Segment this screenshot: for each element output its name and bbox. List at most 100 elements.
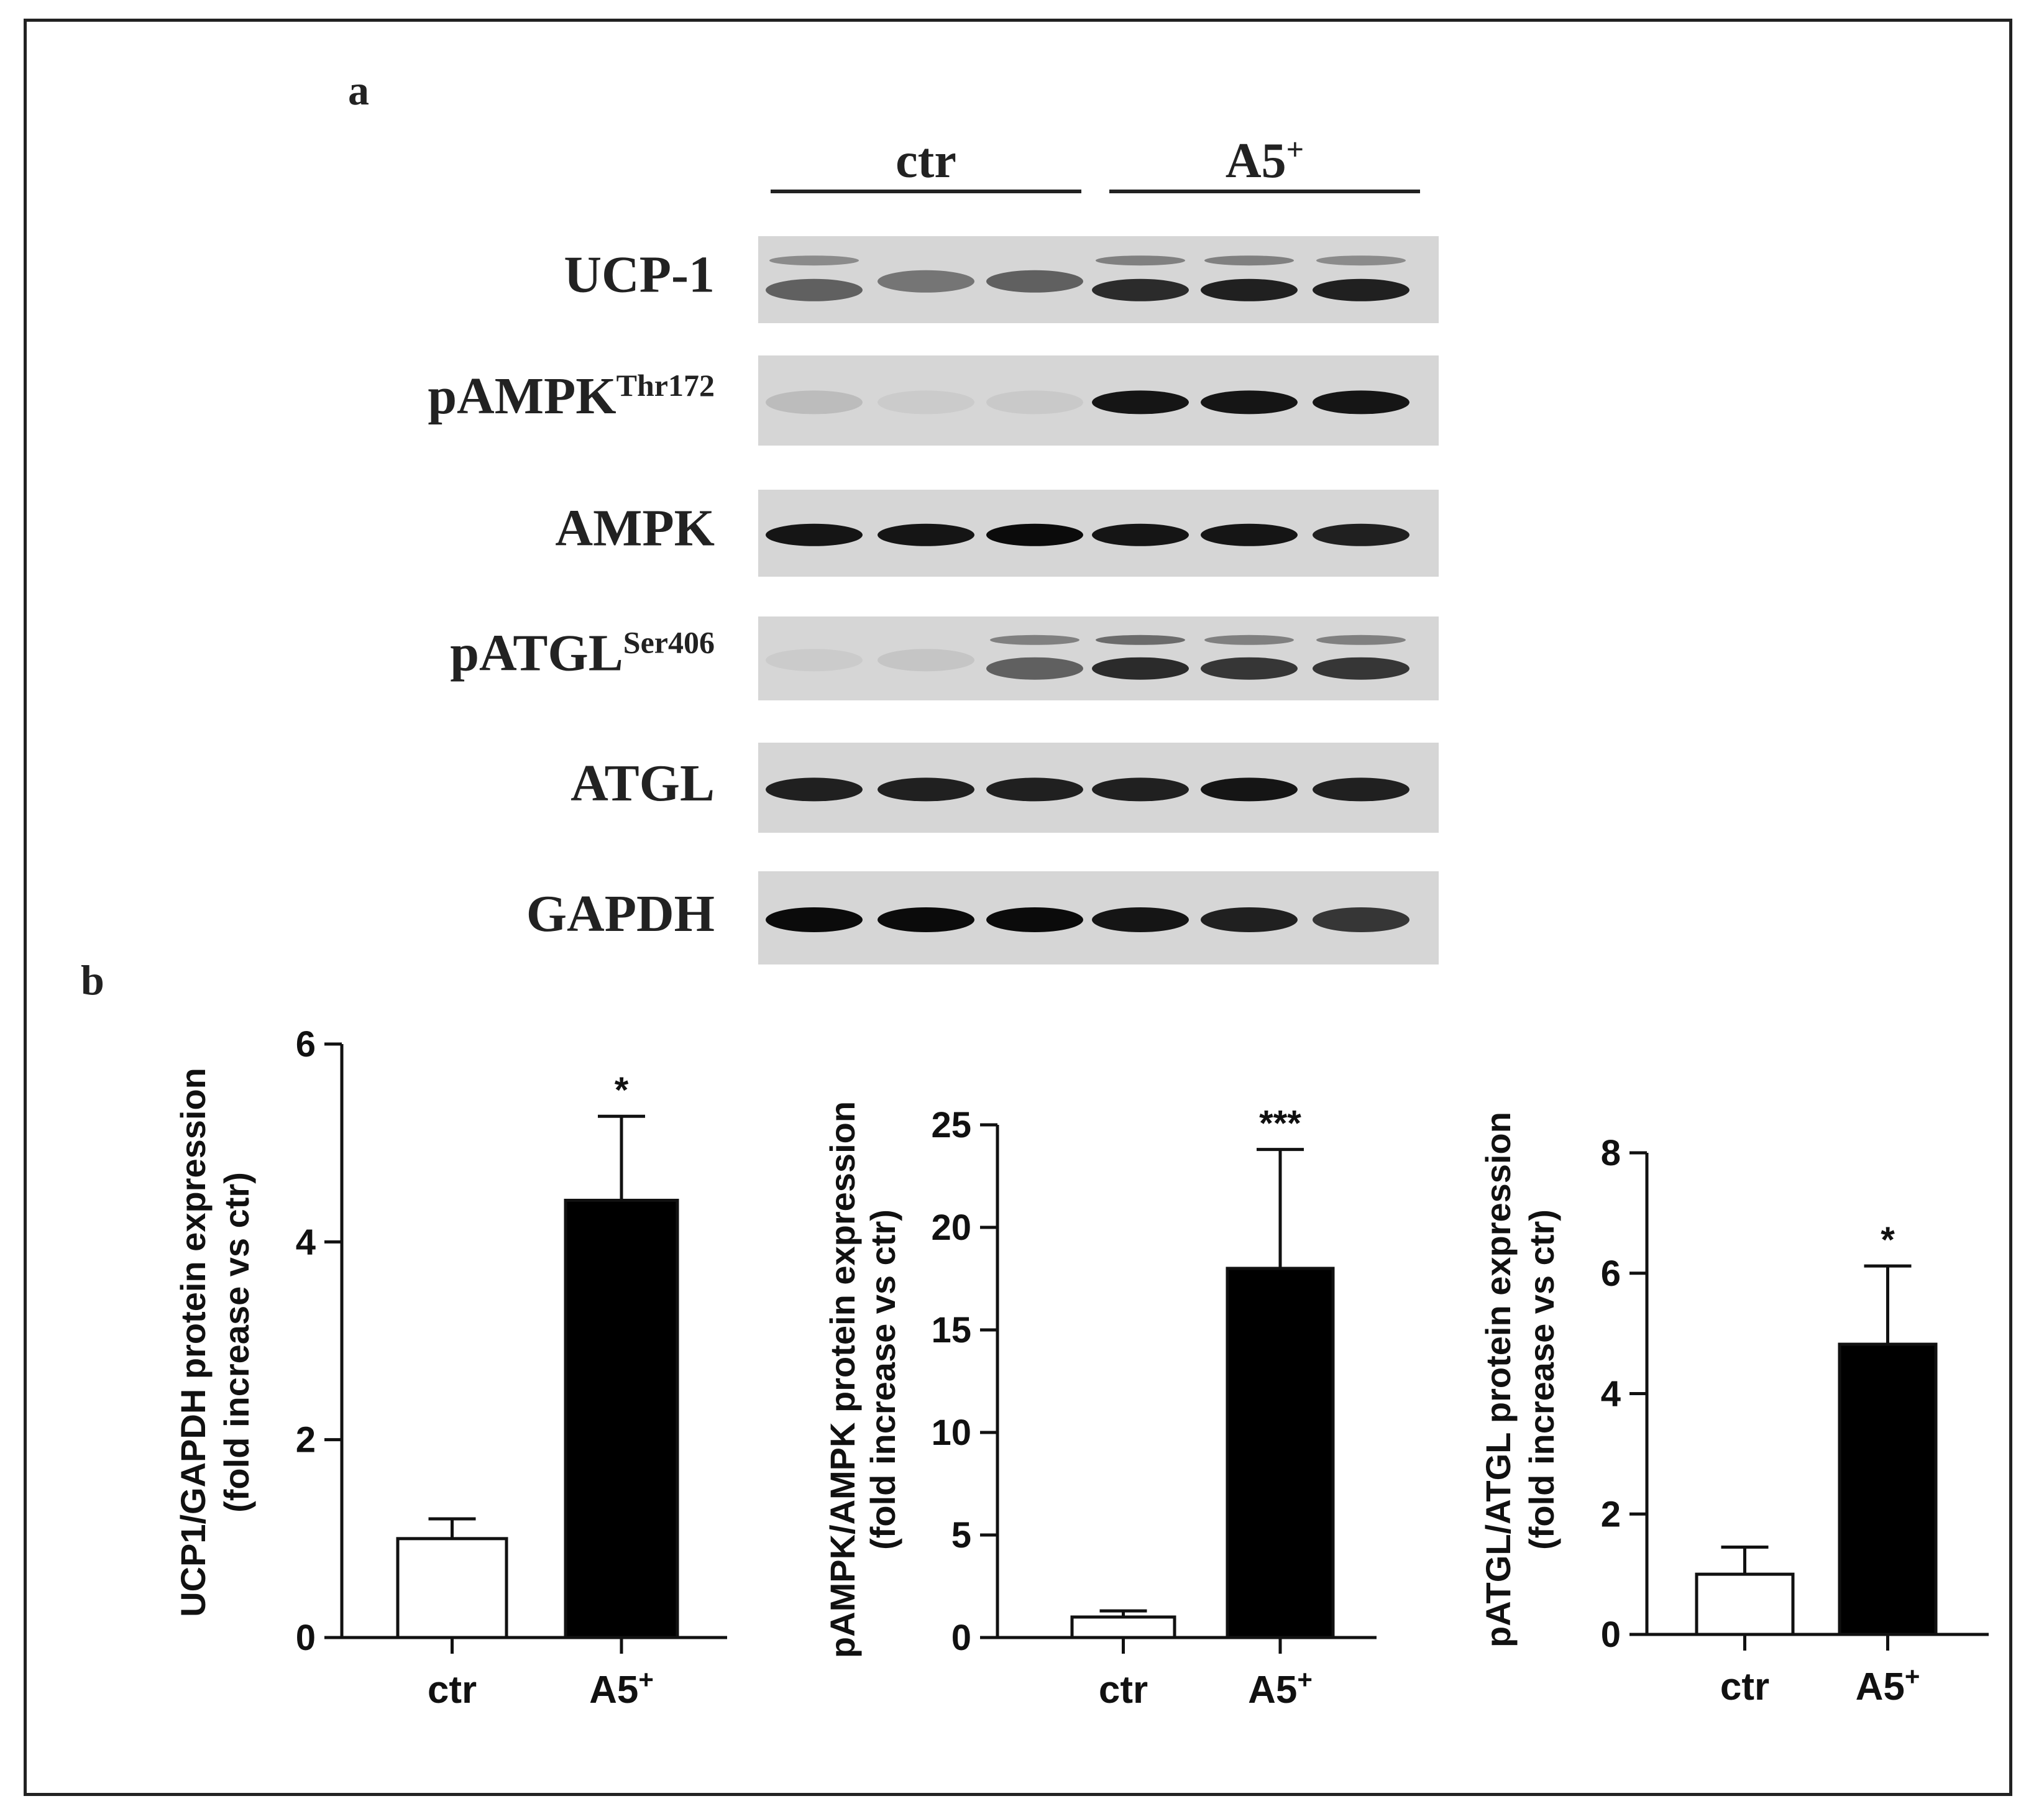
blot-row-name: ATGL: [571, 754, 715, 812]
panel-a-label: a: [348, 66, 369, 114]
x-tick-label: A5+: [1248, 1665, 1313, 1712]
y-tick-label: 0: [1601, 1615, 1621, 1655]
blot-band: [766, 278, 863, 301]
blot-group-label: A5+: [1226, 132, 1304, 188]
x-tick-label: A5+: [589, 1665, 654, 1712]
blot-band: [1092, 390, 1189, 415]
blot-band: [986, 523, 1083, 546]
y-tick-label: 5: [951, 1515, 971, 1556]
blot-row-atgl: ATGL: [571, 743, 1439, 833]
y-axis-label: pAMPK/AMPK protein expression: [823, 1101, 862, 1658]
blot-upper-band: [1204, 635, 1294, 645]
y-tick-label: 4: [1601, 1374, 1621, 1414]
y-tick-label: 6: [1601, 1253, 1621, 1294]
blot-upper-band: [1316, 255, 1406, 266]
blot-group-sup: +: [1286, 132, 1304, 167]
y-tick-label: 0: [951, 1618, 971, 1658]
blot-band: [878, 649, 974, 672]
blot-upper-band: [990, 635, 1079, 645]
blot-upper-band: [1204, 255, 1294, 266]
y-tick-label: 25: [931, 1105, 971, 1145]
blot-band: [878, 777, 974, 802]
bar-chart-2: 0 5 10 15 20 25 ctr A5+ *** pAMPK/AMPK protein ex…: [823, 1101, 1377, 1711]
blot-band: [878, 270, 974, 293]
bar-charts: 0 2 4 6 ctr A5+ * UCP1/GAPDH protein expression…: [173, 1024, 1989, 1711]
bar-A5+: [1838, 1342, 1938, 1636]
y-axis-label: pATGL/ATGL protein expression: [1478, 1112, 1518, 1647]
blot-band: [986, 657, 1083, 680]
blot-upper-band: [1096, 255, 1185, 266]
blot-strip: [758, 616, 1439, 700]
x-tick-label: ctr: [1720, 1666, 1769, 1708]
blot-upper-band: [1316, 635, 1406, 645]
blot-band: [1313, 390, 1409, 415]
blot-band: [1092, 657, 1189, 680]
bar-chart-3: 0 2 4 6 8 ctr A5+ * pATGL/ATGL protein expressio…: [1478, 1112, 1989, 1708]
blot-row-sup: Thr172: [616, 368, 715, 403]
blot-row-name: GAPDH: [526, 885, 715, 943]
y-tick-label: 4: [296, 1222, 316, 1262]
blot-band: [986, 907, 1083, 932]
blot-row-label: pAMPKThr172: [428, 367, 715, 425]
blot-group-name: A5: [1226, 134, 1286, 188]
bar-ctr: [396, 1537, 508, 1639]
x-tick-label: A5+: [1856, 1662, 1920, 1709]
blot-band: [1313, 523, 1409, 546]
y-tick-label: 2: [1601, 1494, 1621, 1534]
blot-band: [878, 907, 974, 932]
blot-band: [1092, 278, 1189, 301]
blot-upper-band: [769, 255, 859, 266]
blot-row-ucp-1: UCP-1: [564, 236, 1439, 323]
blot-band: [1201, 390, 1298, 415]
blot-band: [766, 777, 863, 802]
blot-group-name: ctr: [896, 134, 956, 188]
blot-row-label: AMPK: [555, 500, 715, 557]
y-tick-label: 0: [296, 1618, 316, 1658]
panel-b-label: b: [81, 956, 104, 1004]
blot-row-sup: Ser406: [623, 625, 715, 659]
bar-ctr: [1695, 1572, 1795, 1636]
blot-upper-band: [1096, 635, 1185, 645]
blot-band: [1201, 657, 1298, 680]
blot-band: [986, 390, 1083, 415]
blot-band: [1092, 523, 1189, 546]
significance-label: *: [615, 1070, 629, 1111]
blot-row-name: AMPK: [555, 500, 715, 557]
blot-band: [766, 649, 863, 672]
blot-row-patgl: pATGLSer406: [450, 616, 1439, 700]
blot-band: [766, 523, 863, 546]
blot-band: [1201, 278, 1298, 301]
blot-band: [1201, 907, 1298, 932]
blot-row-label: UCP-1: [564, 246, 715, 304]
blot-row-label: ATGL: [571, 754, 715, 812]
blot-strip: [758, 236, 1439, 323]
y-axis-label: (fold increase vs ctr): [863, 1209, 902, 1550]
blot-row-name: UCP-1: [564, 246, 715, 304]
blot-row-ampk: AMPK: [555, 490, 1439, 577]
western-blot: ctr A5+ UCP-1 pAMPKThr172 AMPK pATGLSer406 ATG…: [428, 132, 1439, 964]
bar-A5+: [564, 1198, 679, 1639]
blot-band: [1201, 523, 1298, 546]
y-tick-label: 20: [931, 1207, 971, 1248]
blot-band: [986, 270, 1083, 293]
x-tick-label: ctr: [428, 1669, 477, 1711]
blot-band: [986, 777, 1083, 802]
blot-band: [1092, 777, 1189, 802]
blot-band: [1201, 777, 1298, 802]
bar-ctr: [1070, 1615, 1176, 1639]
x-tick-label: ctr: [1099, 1669, 1148, 1711]
significance-label: ***: [1259, 1104, 1301, 1144]
blot-band: [1092, 907, 1189, 932]
y-axis-label: (fold increase vs ctr): [1522, 1209, 1561, 1550]
y-tick-label: 15: [931, 1310, 971, 1350]
y-tick-label: 2: [296, 1420, 316, 1460]
blot-group-label: ctr: [896, 134, 956, 188]
blot-row-name: pATGL: [450, 624, 623, 682]
y-tick-label: 6: [296, 1024, 316, 1065]
y-tick-label: 10: [931, 1413, 971, 1453]
blot-row-pampk: pAMPKThr172: [428, 355, 1439, 446]
blot-band: [766, 390, 863, 415]
blot-band: [878, 390, 974, 415]
significance-label: *: [1881, 1220, 1895, 1260]
